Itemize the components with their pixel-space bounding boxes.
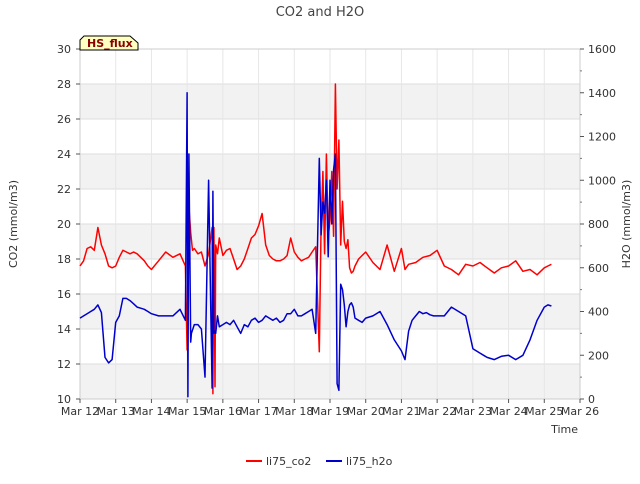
y-tick-label: 24 — [57, 148, 71, 161]
y-tick-label: 28 — [57, 78, 71, 91]
x-tick-label: Mar 23 — [454, 405, 492, 418]
series-line-li75_co2 — [79, 83, 552, 395]
y-axis-left-ticks: 10 12 14 16 18 20 22 24 26 28 30 — [57, 43, 80, 406]
series-line-li75_h2o — [79, 92, 552, 398]
x-tick-label: Mar 24 — [489, 405, 527, 418]
y2-tick-label: 0 — [588, 393, 595, 406]
legend-label-li75_co2: li75_co2 — [266, 455, 311, 468]
annotation-label: HS_flux — [87, 37, 133, 50]
x-tick-label: Mar 19 — [311, 405, 349, 418]
legend-label-li75_h2o: li75_h2o — [346, 455, 393, 468]
y-tick-label: 20 — [57, 218, 71, 231]
annotation-box: HS_flux — [79, 35, 139, 51]
y2-tick-label: 400 — [588, 306, 609, 319]
y-tick-label: 16 — [57, 288, 71, 301]
x-tick-label: Mar 12 — [61, 405, 99, 418]
x-tick-label: Mar 14 — [132, 405, 170, 418]
y-axis-left-label: CO2 (mmol/m3) — [7, 180, 20, 268]
y2-tick-label: 200 — [588, 349, 609, 362]
x-tick-label: Mar 22 — [418, 405, 456, 418]
x-tick-label: Mar 17 — [239, 405, 277, 418]
x-tick-label: Mar 26 — [561, 405, 599, 418]
y2-tick-label: 1400 — [588, 87, 616, 100]
y-axis-right-ticks: 0 200 400 600 800 1000 1200 1400 1600 — [580, 43, 616, 406]
y-tick-label: 30 — [57, 43, 71, 56]
y-axis-right-label: H2O (mmol/m3) — [620, 180, 633, 269]
y2-tick-label: 800 — [588, 218, 609, 231]
x-tick-label: Mar 18 — [275, 405, 313, 418]
annotation-box-shape — [79, 35, 139, 51]
y2-tick-label: 1000 — [588, 174, 616, 187]
x-tick-label: Mar 25 — [525, 405, 563, 418]
chart-title: CO2 and H2O — [276, 5, 365, 20]
y-tick-label: 12 — [57, 358, 71, 371]
x-tick-label: Mar 13 — [97, 405, 135, 418]
y-tick-label: 18 — [57, 253, 71, 266]
x-axis-label: Time — [550, 423, 578, 436]
y2-tick-label: 1200 — [588, 131, 616, 144]
x-tick-label: Mar 16 — [204, 405, 242, 418]
y2-tick-label: 1600 — [588, 43, 616, 56]
y2-tick-label: 600 — [588, 262, 609, 275]
x-tick-label: Mar 20 — [347, 405, 385, 418]
y-tick-label: 22 — [57, 183, 71, 196]
x-tick-label: Mar 15 — [168, 405, 206, 418]
y-tick-label: 26 — [57, 113, 71, 126]
x-tick-label: Mar 21 — [382, 405, 420, 418]
series-layer — [79, 83, 552, 398]
y-tick-label: 14 — [57, 323, 71, 336]
y-tick-label: 10 — [57, 393, 71, 406]
legend: li75_co2 li75_h2o — [246, 455, 393, 468]
